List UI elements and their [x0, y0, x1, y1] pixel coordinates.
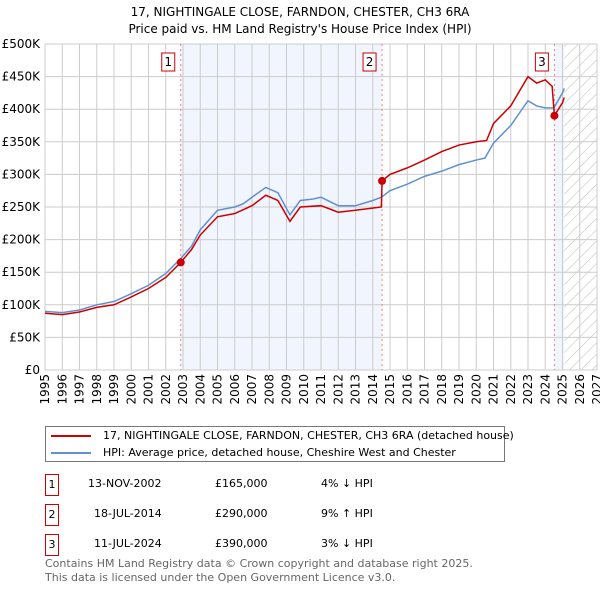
price-chart: 17, NIGHTINGALE CLOSE, FARNDON, CHESTER,… [2, 5, 600, 405]
sale-price: £390,000 [215, 537, 268, 550]
x-tick-label: 2019 [452, 374, 466, 405]
y-tick-label: £450K [2, 70, 42, 84]
x-tick-label: 2024 [538, 374, 552, 405]
legend: 17, NIGHTINGALE CLOSE, FARNDON, CHESTER,… [45, 426, 514, 462]
x-tick-label: 2012 [331, 374, 345, 405]
sale-price: £165,000 [215, 477, 268, 490]
legend-swatch-red [51, 435, 91, 437]
sale-label: 2 [366, 55, 374, 69]
y-tick-label: £500K [2, 37, 42, 51]
y-tick-label: £200K [2, 233, 42, 247]
sale-label: 1 [164, 55, 172, 69]
sale-hpi-diff: 9% ↑ HPI [321, 507, 373, 520]
legend-label: HPI: Average price, detached house, Ches… [103, 446, 456, 459]
x-tick-label: 2005 [211, 374, 225, 405]
x-tick-label: 2016 [400, 374, 414, 405]
x-tick-label: 2025 [556, 374, 570, 405]
chart-subtitle: Price paid vs. HM Land Registry's House … [128, 22, 471, 36]
x-tick-label: 2027 [590, 374, 600, 405]
x-tick-label: 2022 [504, 374, 518, 405]
sale-label-box [362, 52, 377, 72]
x-tick-label: 2020 [469, 374, 483, 405]
y-tick-label: £300K [2, 167, 42, 181]
x-tick-label: 2017 [418, 374, 432, 405]
y-tick-label: £350K [2, 135, 42, 149]
x-tick-label: 2006 [228, 374, 242, 405]
x-tick-label: 2015 [383, 374, 397, 405]
sale-marker-badge: 1 [45, 474, 59, 496]
sale-point [176, 258, 185, 267]
x-tick-label: 2018 [435, 374, 449, 405]
x-tick-label: 2007 [245, 374, 259, 405]
sale-point [550, 111, 559, 120]
x-tick-label: 2014 [366, 374, 380, 405]
y-tick-label: £50K [9, 330, 41, 344]
x-tick-label: 2011 [314, 374, 328, 405]
sale-price: £290,000 [215, 507, 268, 520]
x-tick-label: 2003 [176, 374, 190, 405]
footer-license: This data is licensed under the Open Gov… [45, 571, 396, 584]
sale-date: 18-JUL-2014 [94, 507, 162, 520]
legend-label: 17, NIGHTINGALE CLOSE, FARNDON, CHESTER,… [103, 429, 514, 442]
sale-label: 3 [538, 55, 546, 69]
x-tick-label: 2002 [159, 374, 173, 405]
x-tick-label: 2021 [487, 374, 501, 405]
footer: Contains HM Land Registry data © Crown c… [45, 557, 473, 585]
x-tick-label: 2001 [142, 374, 156, 405]
x-tick-label: 1999 [107, 374, 121, 405]
x-tick-label: 1995 [38, 374, 52, 405]
y-tick-label: £250K [2, 200, 42, 214]
legend-item-property: 17, NIGHTINGALE CLOSE, FARNDON, CHESTER,… [46, 427, 514, 444]
legend-item-hpi: HPI: Average price, detached house, Ches… [46, 444, 504, 461]
footer-copyright: Contains HM Land Registry data © Crown c… [45, 557, 473, 570]
legend-swatch-blue [51, 452, 91, 454]
x-tick-label: 1997 [73, 374, 87, 405]
y-tick-label: £100K [2, 298, 42, 312]
x-tick-label: 2008 [262, 374, 276, 405]
sale-marker-badge: 3 [45, 534, 59, 556]
sale-hpi-diff: 4% ↓ HPI [321, 477, 373, 490]
sale-date: 11-JUL-2024 [94, 537, 162, 550]
sale-hpi-diff: 3% ↓ HPI [321, 537, 373, 550]
x-tick-label: 2010 [297, 374, 311, 405]
x-tick-label: 2023 [521, 374, 535, 405]
x-tick-label: 2013 [349, 374, 363, 405]
x-tick-label: 2026 [573, 374, 587, 405]
y-tick-label: £400K [2, 102, 42, 116]
x-tick-label: 2000 [124, 374, 138, 405]
sale-marker-badge: 2 [45, 504, 59, 526]
sale-point [378, 176, 387, 185]
hpi-series-line [44, 88, 565, 314]
sale-date: 13-NOV-2002 [88, 477, 162, 490]
x-tick-label: 2004 [193, 374, 207, 405]
y-tick-label: £150K [2, 265, 42, 279]
x-tick-label: 2009 [280, 374, 294, 405]
chart-title: 17, NIGHTINGALE CLOSE, FARNDON, CHESTER,… [131, 5, 471, 19]
property-series-line [44, 75, 565, 316]
x-tick-label: 1998 [90, 374, 104, 405]
sale-label-box [161, 52, 176, 72]
sale-label-box [534, 52, 549, 72]
x-tick-label: 1996 [55, 374, 69, 405]
y-tick-label: £0 [25, 363, 40, 377]
